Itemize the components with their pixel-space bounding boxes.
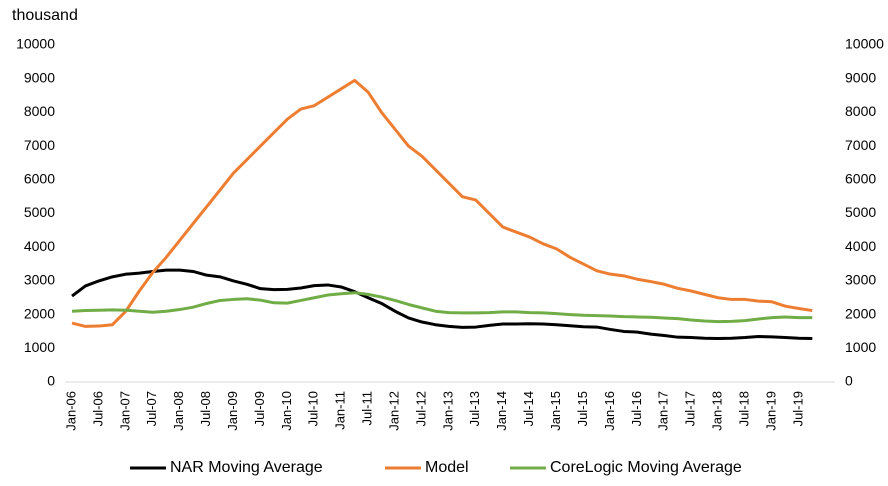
x-tick-label: Jan-08	[171, 391, 186, 431]
y-tick-label: 8000	[24, 103, 55, 119]
x-tick-label: Jan-17	[656, 391, 671, 431]
legend-label: NAR Moving Average	[170, 459, 323, 476]
y2-tick-label: 4000	[845, 238, 876, 254]
x-tick-label: Jan-15	[548, 391, 563, 431]
x-tick-label: Jul-09	[252, 391, 267, 426]
y2-tick-label: 0	[845, 373, 853, 389]
y2-tick-label: 2000	[845, 305, 876, 321]
legend-label: Model	[425, 459, 469, 476]
x-tick-label: Jan-07	[117, 391, 132, 431]
y-tick-label: 5000	[24, 204, 55, 220]
y-tick-label: 6000	[24, 171, 55, 187]
legend-label: CoreLogic Moving Average	[550, 459, 742, 476]
series-line	[71, 291, 813, 324]
x-tick-label: Jan-16	[602, 391, 617, 431]
y-tick-label: 0	[47, 373, 55, 389]
x-tick-label: Jul-17	[683, 391, 698, 426]
y2-tick-label: 5000	[845, 204, 876, 220]
y-tick-label: 10000	[16, 36, 55, 52]
x-tick-label: Jan-13	[440, 391, 455, 431]
y-tick-label: 2000	[24, 305, 55, 321]
y2-tick-label: 9000	[845, 69, 876, 85]
y-tick-label: 4000	[24, 238, 55, 254]
series-line	[71, 78, 813, 328]
x-tick-label: Jul-07	[144, 391, 159, 426]
x-tick-label: Jul-06	[90, 391, 105, 426]
x-tick-label: Jan-12	[386, 391, 401, 431]
y-tick-label: 7000	[24, 137, 55, 153]
y2-tick-label: 6000	[845, 171, 876, 187]
series-line	[71, 268, 813, 341]
x-tick-label: Jan-09	[225, 391, 240, 431]
y2-tick-label: 7000	[845, 137, 876, 153]
y2-tick-label: 8000	[845, 103, 876, 119]
x-tick-label: Jul-12	[413, 391, 428, 426]
x-tick-label: Jan-18	[710, 391, 725, 431]
y2-tick-label: 10000	[845, 36, 884, 52]
y-tick-label: 3000	[24, 272, 55, 288]
y-tick-label: 9000	[24, 69, 55, 85]
x-tick-label: Jul-16	[629, 391, 644, 426]
y2-tick-label: 3000	[845, 272, 876, 288]
x-tick-label: Jan-11	[333, 391, 348, 430]
y-unit-label: thousand	[12, 7, 78, 24]
y2-tick-label: 1000	[845, 339, 876, 355]
y-tick-label: 1000	[24, 339, 55, 355]
x-tick-label: Jul-14	[521, 391, 536, 426]
x-tick-label: Jan-14	[494, 391, 509, 431]
x-tick-label: Jul-10	[306, 391, 321, 426]
x-tick-label: Jan-10	[279, 391, 294, 431]
x-tick-label: Jul-11	[360, 391, 375, 425]
x-tick-label: Jul-08	[198, 391, 213, 426]
x-tick-label: Jul-15	[575, 391, 590, 426]
x-tick-label: Jul-18	[736, 391, 751, 426]
x-tick-label: Jan-19	[763, 391, 778, 431]
x-tick-label: Jul-19	[790, 391, 805, 426]
x-tick-label: Jan-06	[63, 391, 78, 431]
x-tick-label: Jul-13	[467, 391, 482, 426]
